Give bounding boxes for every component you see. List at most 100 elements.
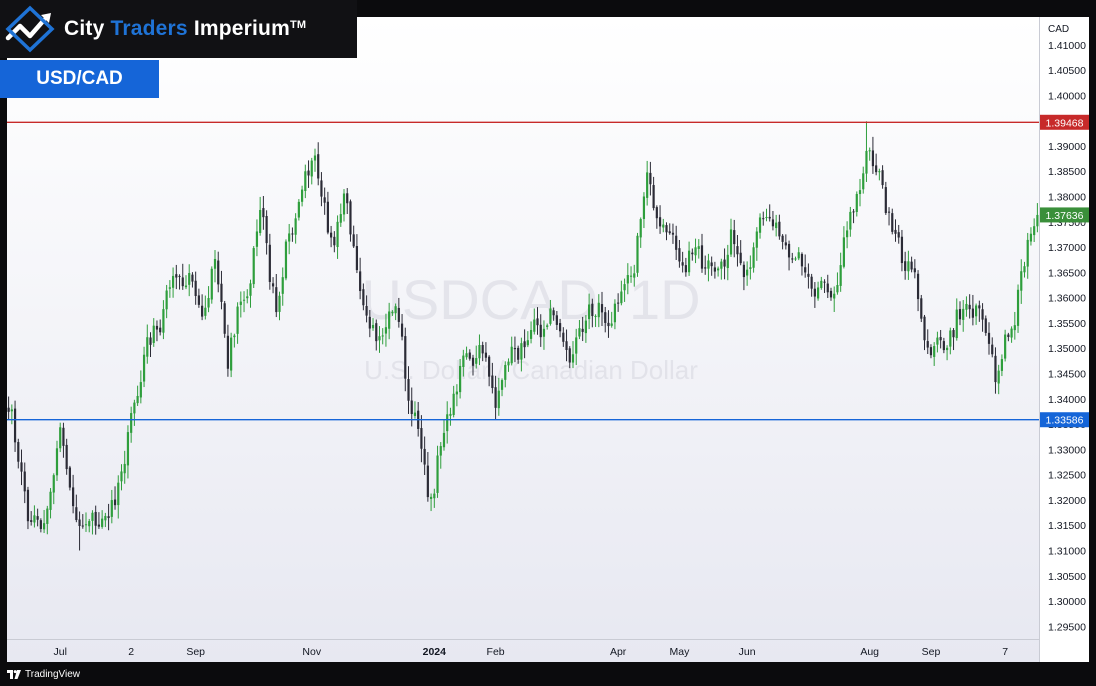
candle-body — [491, 375, 494, 389]
y-tick-label: 1.38500 — [1048, 166, 1086, 178]
candle-body — [136, 395, 139, 404]
candle-body — [629, 275, 633, 277]
tradingview-logo[interactable]: TradingView — [7, 669, 80, 680]
candle-body — [584, 320, 587, 334]
candle-body — [697, 246, 700, 249]
candle-body — [994, 355, 997, 383]
brand-name-part1: City — [64, 17, 111, 40]
price-chart[interactable]: USDCAD, 1D U.S. Dollar / Canadian Dollar 1… — [7, 17, 1089, 662]
resistance-price-tag: 1.39468 — [1046, 117, 1084, 129]
candle-body — [159, 327, 162, 333]
candle-body — [558, 323, 562, 332]
watermark-symbol: USDCAD, 1D — [361, 268, 700, 331]
candle-body — [858, 190, 862, 195]
candle-body — [65, 444, 68, 470]
candle-body — [768, 216, 771, 219]
candle-body — [484, 352, 488, 358]
candle-body — [1026, 239, 1029, 267]
candle-body — [713, 267, 716, 272]
candle-body — [394, 306, 397, 314]
candle-body — [778, 221, 781, 237]
candle-body — [681, 262, 684, 266]
candle-body — [810, 276, 813, 289]
candle-body — [194, 280, 197, 297]
candle-body — [971, 308, 974, 318]
tradingview-label: TradingView — [25, 668, 81, 680]
chart-area[interactable]: USDCAD, 1D U.S. Dollar / Canadian Dollar 1… — [7, 17, 1089, 662]
candle-body — [542, 328, 546, 337]
candle-body — [494, 387, 497, 408]
candle-body — [233, 335, 236, 338]
candle-body — [704, 267, 707, 269]
candle-body — [75, 507, 78, 521]
candle-body — [875, 165, 878, 173]
candle-body — [633, 273, 636, 278]
candle-body — [981, 309, 984, 320]
candle-body — [829, 290, 833, 298]
price-scale-panel[interactable] — [1039, 17, 1089, 662]
candle-body — [455, 391, 458, 395]
candle-body — [281, 277, 284, 294]
candle-body — [507, 361, 510, 366]
candle-body — [220, 283, 223, 302]
candle-body — [355, 246, 359, 271]
candle-body — [662, 224, 665, 228]
candle-body — [97, 524, 101, 527]
candle-body — [578, 328, 581, 337]
candle-body — [804, 267, 807, 273]
y-tick-label: 1.31000 — [1048, 546, 1086, 558]
candle-body — [600, 304, 604, 313]
y-tick-label: 1.32500 — [1048, 470, 1086, 482]
candle-body — [900, 236, 904, 264]
candle-body — [107, 516, 110, 519]
candle-body — [191, 274, 194, 282]
candle-body — [475, 358, 478, 364]
candle-body — [784, 242, 787, 246]
candle-body — [42, 523, 46, 530]
candle-body — [610, 323, 613, 326]
candle-body — [517, 347, 520, 360]
candle-body — [62, 427, 65, 446]
y-tick-label: 1.34000 — [1048, 394, 1086, 406]
candle-body — [162, 309, 165, 333]
x-tick-label: 2024 — [423, 646, 447, 658]
candle-body — [20, 462, 23, 472]
candle-body — [836, 284, 839, 293]
candle-body — [910, 261, 913, 270]
candle-body — [13, 408, 17, 443]
candle-body — [307, 170, 310, 176]
candle-body — [510, 346, 513, 364]
candle-body — [626, 275, 629, 284]
candle-body — [465, 353, 468, 358]
candle-body — [346, 193, 349, 204]
candle-body — [197, 295, 200, 305]
candle-body — [468, 352, 471, 359]
x-tick-label: Feb — [487, 646, 505, 658]
candle-body — [1029, 233, 1033, 242]
candle-body — [746, 269, 749, 276]
last-price-tag-bg — [1040, 207, 1089, 223]
candle-body — [604, 312, 607, 323]
candle-body — [262, 208, 265, 218]
candle-body — [639, 219, 642, 238]
candle-body — [481, 345, 484, 354]
candle-body — [500, 380, 504, 390]
candle-body — [607, 322, 610, 327]
candle-body — [839, 265, 842, 286]
candle-body — [675, 235, 678, 250]
candle-body — [520, 343, 523, 360]
y-tick-label: 1.35000 — [1048, 343, 1086, 355]
candle-body — [101, 518, 104, 527]
candle-body — [920, 298, 923, 319]
candle-body — [249, 283, 252, 296]
candle-body — [420, 428, 423, 449]
currency-label-bg — [1040, 17, 1089, 39]
candle-body — [539, 324, 542, 338]
candle-body — [204, 307, 207, 316]
candle-body — [362, 289, 365, 306]
candle-body — [442, 432, 446, 448]
candle-body — [297, 201, 300, 218]
candle-body — [904, 261, 907, 271]
candle-body — [942, 341, 945, 351]
candle-body — [81, 525, 84, 527]
